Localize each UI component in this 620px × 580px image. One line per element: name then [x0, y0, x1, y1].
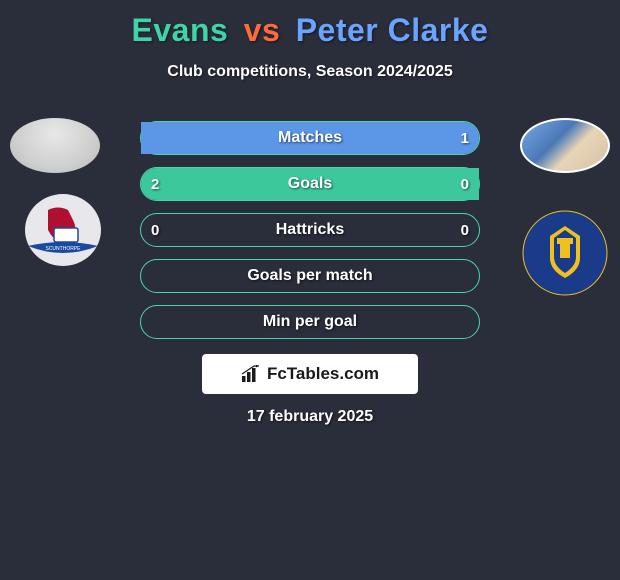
chart-icon: [241, 365, 261, 383]
stat-label: Hattricks: [141, 214, 479, 246]
vs-label: vs: [244, 12, 281, 48]
stat-row: Matches1: [140, 121, 480, 155]
stat-row: Goals2 0: [140, 167, 480, 201]
stat-value-left: 0: [141, 214, 169, 246]
player1-name: Evans: [132, 12, 229, 48]
snapshot-date: 17 february 2025: [0, 408, 620, 426]
stat-value-left: 2: [141, 168, 169, 200]
stat-label: Goals per match: [141, 260, 479, 292]
stat-label: Min per goal: [141, 306, 479, 338]
stat-value-right: 0: [451, 168, 479, 200]
player2-club-badge: [520, 208, 610, 288]
stat-value-right: 0: [451, 214, 479, 246]
stat-row: Goals per match: [140, 259, 480, 293]
svg-text:SCUNTHORPE: SCUNTHORPE: [45, 246, 81, 252]
attribution-badge: FcTables.com: [202, 354, 418, 394]
comparison-bars: Matches1Goals20Hattricks00Goals per matc…: [140, 121, 480, 351]
player1-photo: [10, 118, 100, 173]
stat-value-right: 1: [451, 122, 479, 154]
player2-photo: [520, 118, 610, 173]
player2-name: Peter Clarke: [296, 12, 489, 48]
attribution-text: FcTables.com: [267, 364, 379, 384]
season-subtitle: Club competitions, Season 2024/2025: [0, 63, 620, 81]
comparison-title: Evans vs Peter Clarke: [0, 0, 620, 49]
stat-label: Matches: [141, 122, 479, 154]
stat-row: Min per goal: [140, 305, 480, 339]
stat-row: Hattricks0 0: [140, 213, 480, 247]
player1-club-badge: SCUNTHORPE: [18, 190, 108, 270]
stat-label: Goals: [141, 168, 479, 200]
